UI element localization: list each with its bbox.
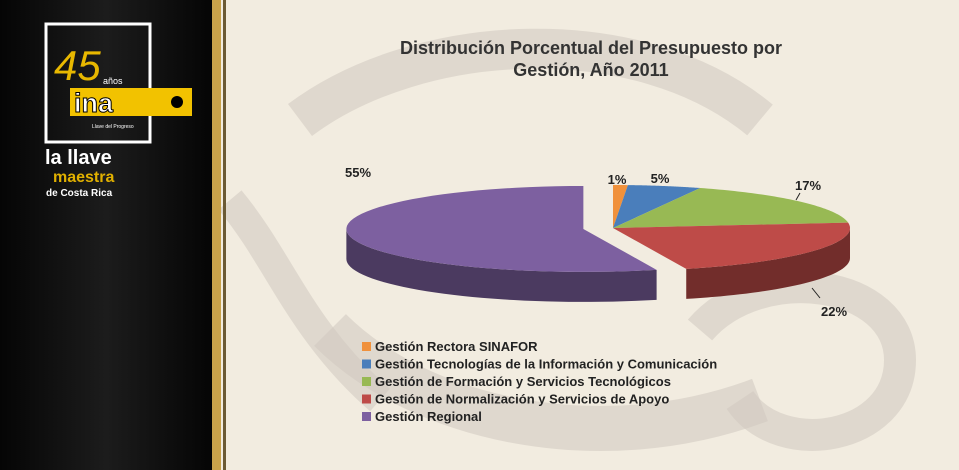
pie-slice	[613, 188, 849, 228]
logo: 45 años ina Llave del Progreso la llave …	[44, 22, 192, 199]
logo-motto: Llave del Progreso	[92, 124, 134, 130]
sidebar-stripe	[212, 0, 221, 470]
pie-slice	[613, 185, 628, 228]
legend-label: Gestión de Normalización y Servicios de …	[375, 392, 669, 407]
legend-label: Gestión Regional	[375, 409, 482, 424]
legend-swatch	[362, 394, 371, 404]
data-label: 55%	[345, 165, 371, 180]
chart-subtitle: Gestión, Año 2011	[513, 60, 668, 80]
pie-slice	[346, 185, 657, 272]
background-swirls	[218, 28, 917, 452]
logo-line1: la llave	[45, 147, 112, 169]
logo-brand: ina	[74, 88, 114, 118]
logo-dot	[171, 96, 183, 108]
chart-title: Distribución Porcentual del Presupuesto …	[400, 38, 782, 58]
sidebar-stripe-shadow	[223, 0, 226, 470]
legend-swatch	[362, 342, 371, 351]
leader-line	[795, 192, 801, 201]
pie-chart: 1% 5% 17% 22% 55% Gestión Rectora SINAFOR Gest…	[345, 165, 850, 424]
legend-swatch	[362, 359, 371, 369]
data-label: 22%	[821, 304, 847, 319]
logo-frame	[44, 22, 152, 144]
logo-line3: de Costa Rica	[46, 188, 113, 199]
logo-line2: maestra	[53, 169, 114, 186]
legend-label: Gestión de Formación y Servicios Tecnoló…	[375, 374, 671, 389]
data-label: 1%	[608, 172, 627, 187]
logo-number: 45	[54, 42, 101, 89]
legend-label: Gestión Tecnologías de la Información y …	[375, 357, 717, 372]
data-label: 17%	[795, 178, 821, 193]
data-label: 5%	[651, 171, 670, 186]
pie-slice-side	[686, 228, 850, 299]
legend-label: Gestión Rectora SINAFOR	[375, 339, 538, 354]
leader-line	[811, 287, 821, 299]
sidebar	[0, 0, 212, 470]
legend-swatch	[362, 377, 371, 386]
pie-slice	[613, 185, 701, 228]
pie-slice	[613, 222, 850, 269]
pie-slice-side	[346, 228, 657, 302]
logo-years: años	[103, 76, 123, 86]
legend-swatch	[362, 412, 371, 421]
